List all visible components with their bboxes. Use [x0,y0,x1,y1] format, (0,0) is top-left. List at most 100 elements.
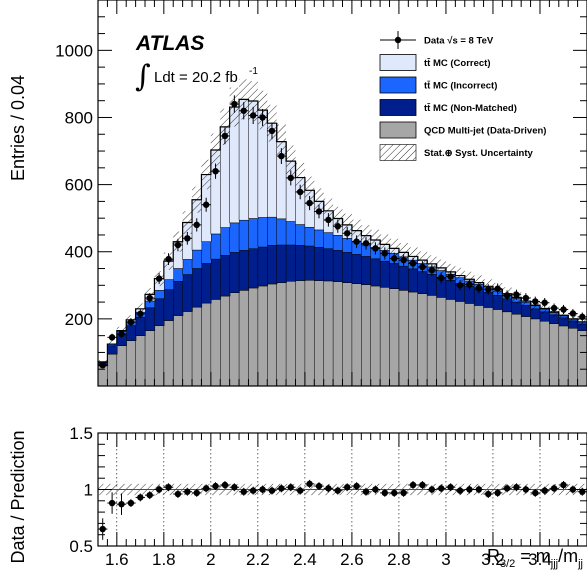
stack-bar [361,284,372,387]
ratio-point [550,485,558,492]
stack-bar [163,320,174,387]
data-point [193,221,200,229]
stack-bar [229,222,240,253]
ratio-point [296,487,304,494]
stack-bar [276,282,287,387]
data-point [569,310,577,317]
stack-bar [351,283,362,387]
stack-bar [201,241,212,264]
ratio-y-tick-label: 1 [84,481,93,500]
data-point [334,223,341,230]
stack-bar [201,263,212,304]
stack-bar [220,227,231,256]
legend-entry-1: tt̄ MC (Correct) [379,54,491,71]
ratio-point [419,481,426,489]
data-point [221,132,229,140]
legend-swatch [379,121,417,139]
stack-bar [436,297,447,387]
data-point [259,114,266,121]
stack-bar [323,248,334,282]
ratio-point [372,486,379,493]
uncertainty-bin [464,271,475,287]
ratio-point [184,488,191,495]
data-point [231,100,238,108]
stack-bar [511,313,522,387]
uncertainty-bin [370,229,381,251]
stack-bar [125,340,137,387]
uncertainty-bin [568,314,578,324]
ratio-point [268,487,276,494]
stacked-histogram [97,98,587,387]
stack-bar [144,307,156,331]
main-y-ticks: 200 400 600 800 1000 [55,16,587,370]
stack-bar [549,323,560,387]
ratio-point [306,480,313,488]
ratio-point [344,484,351,491]
x-tick-label: 3 [441,550,450,569]
ratio-point [193,489,200,497]
uncertainty-bin [455,267,465,284]
ratio-panel: 0.5 1 1.5 1.6 1.8 2 2.2 2.4 2.6 2.8 3 3.2 3.4 Data … [8,424,587,570]
stack-bar [342,252,353,283]
stack-bar [417,293,428,387]
data-point [353,238,360,245]
ratio-y-tick-label: 1.5 [69,424,93,443]
data-point [99,361,106,369]
ratio-point [541,487,548,494]
stack-bar [304,245,315,281]
uncertainty-bin [295,162,305,193]
stack-bar [135,335,146,387]
main-y-axis-title: Entries / 0.04 [8,75,28,181]
stack-bar [229,252,240,293]
stack-bar [257,217,268,248]
stack-bar [248,218,259,249]
ratio-point [259,486,266,493]
uncertainty-bin [577,317,587,327]
ratio-point [127,499,135,507]
stack-bar [464,303,475,387]
stack-bar [267,245,278,285]
stack-bar [182,311,193,387]
stack-bar [191,249,203,269]
data-point [466,281,473,288]
data-point [550,304,558,312]
ratio-point [278,485,285,492]
stack-bar [520,305,532,317]
legend-label: tt̄ MC (Correct) [424,58,491,69]
main-y-tick-label: 400 [65,243,93,262]
stack-bar [295,224,306,246]
stack-bar [116,345,127,387]
stack-bar [210,299,221,387]
stack-bar [332,250,344,282]
uncertainty-bin [408,247,418,266]
stack-bar [229,292,240,387]
ratio-point [391,489,398,497]
ratio-point [579,488,586,495]
data-point [513,291,520,298]
data-point [127,319,135,326]
ratio-point [522,486,530,493]
stack-bar [191,306,203,387]
stack-bar [351,254,362,284]
stack-bar [314,229,325,248]
ratio-point [456,487,464,494]
data-point [325,216,332,224]
stack-bar [417,271,428,294]
uncertainty-bin [276,124,287,159]
stack-bar [248,248,259,289]
data-point [475,284,483,292]
stack-bar [295,280,306,387]
x-tick-label: 1.6 [105,550,129,569]
ratio-point [118,500,125,508]
uncertainty-bin [192,186,202,213]
stack-bar [426,295,438,387]
data-point [146,294,153,302]
stack-bar [379,260,391,288]
x-tick-label: 2.2 [246,550,270,569]
legend-swatch [379,54,417,71]
data-point [202,201,210,208]
uncertainty-bin [210,133,221,167]
stack-bar [323,232,334,249]
uncertainty-bin [314,188,324,215]
